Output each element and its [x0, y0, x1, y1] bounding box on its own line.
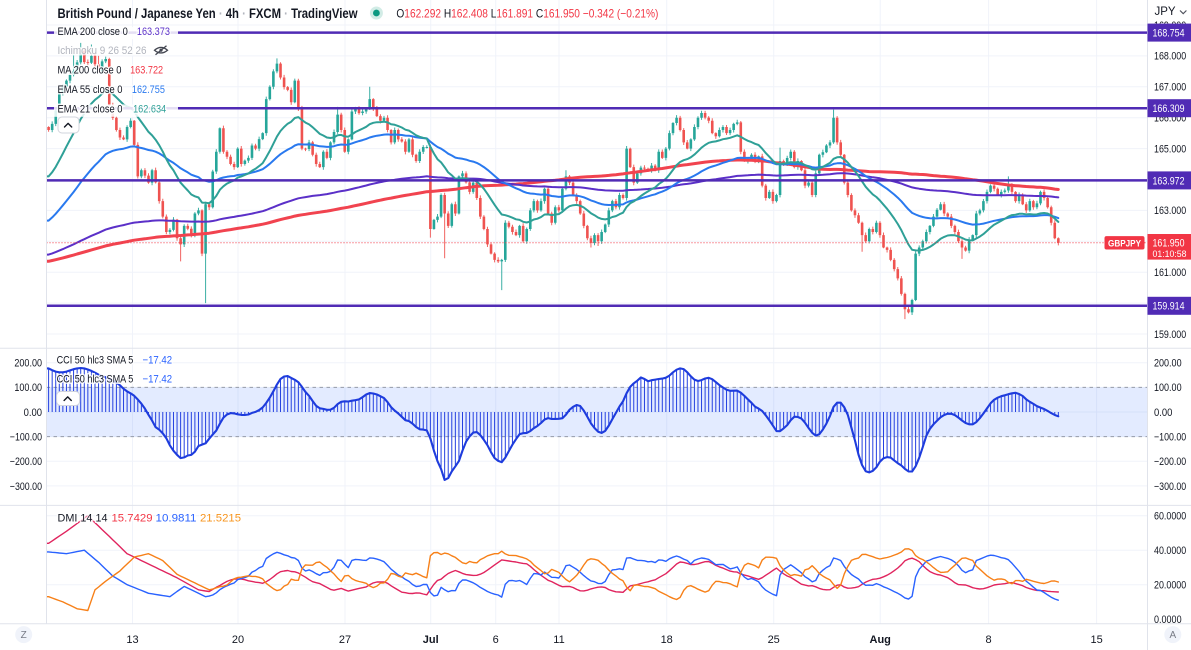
svg-text:163.972: 163.972	[1153, 175, 1185, 187]
svg-text:159.000: 159.000	[1154, 329, 1186, 341]
svg-text:161.950: 161.950	[1153, 238, 1185, 250]
svg-text:Aug: Aug	[870, 634, 891, 646]
svg-text:6: 6	[493, 634, 499, 646]
svg-text:166.309: 166.309	[1153, 103, 1185, 115]
svg-text:EMA 21 close 0: EMA 21 close 0	[58, 103, 123, 115]
svg-text:25: 25	[768, 634, 780, 646]
svg-text:8: 8	[986, 634, 992, 646]
svg-text:163.373: 163.373	[137, 26, 170, 38]
svg-text:−300.00: −300.00	[10, 481, 42, 493]
svg-text:15: 15	[1090, 634, 1102, 646]
svg-text:163.000: 163.000	[1154, 205, 1186, 217]
svg-text:0.00: 0.00	[1154, 407, 1172, 419]
svg-text:−17.42: −17.42	[143, 373, 173, 385]
svg-text:DMI 14 14: DMI 14 14	[58, 513, 108, 525]
svg-text:20.0000: 20.0000	[1154, 580, 1186, 592]
svg-text:165.000: 165.000	[1154, 143, 1186, 155]
svg-text:167.000: 167.000	[1154, 82, 1186, 94]
svg-text:27: 27	[339, 634, 351, 646]
svg-text:40.0000: 40.0000	[1154, 545, 1186, 557]
svg-text:163.722: 163.722	[130, 65, 163, 77]
svg-text:CCI 50 hlc3 SMA 5: CCI 50 hlc3 SMA 5	[57, 354, 134, 366]
svg-text:60.0000: 60.0000	[1154, 511, 1186, 523]
svg-text:168.754: 168.754	[1153, 28, 1185, 40]
svg-text:JPY: JPY	[1155, 6, 1176, 18]
svg-text:−200.00: −200.00	[1154, 456, 1186, 468]
svg-text:11: 11	[553, 634, 564, 646]
svg-text:−300.00: −300.00	[1154, 481, 1186, 493]
svg-text:0.00: 0.00	[24, 407, 42, 419]
svg-text:EMA 200 close 0: EMA 200 close 0	[58, 26, 128, 38]
svg-text:161.000: 161.000	[1154, 267, 1186, 279]
svg-text:0.0000: 0.0000	[1154, 614, 1182, 626]
svg-text:A: A	[1169, 630, 1176, 641]
svg-text:01:10:58: 01:10:58	[1153, 249, 1187, 260]
svg-text:200.00: 200.00	[1154, 358, 1182, 370]
svg-text:21.5215: 21.5215	[200, 513, 241, 525]
svg-text:200.00: 200.00	[14, 358, 42, 370]
svg-text:18: 18	[661, 634, 673, 646]
svg-text:162.755: 162.755	[132, 84, 165, 96]
svg-text:159.914: 159.914	[1153, 301, 1185, 313]
svg-text:EMA 55 close 0: EMA 55 close 0	[58, 84, 123, 96]
svg-text:−100.00: −100.00	[1154, 431, 1186, 443]
svg-text:Jul: Jul	[423, 634, 439, 646]
svg-text:100.00: 100.00	[1154, 382, 1182, 394]
svg-text:O162.292 H162.408 L161.891 C16: O162.292 H162.408 L161.891 C161.950 −0.3…	[396, 7, 658, 21]
svg-text:−200.00: −200.00	[10, 456, 42, 468]
svg-text:MA 200 close 0: MA 200 close 0	[58, 65, 122, 77]
svg-text:CCI 50 hlc3 SMA 5: CCI 50 hlc3 SMA 5	[57, 373, 134, 385]
svg-text:Z: Z	[21, 630, 27, 641]
svg-text:British Pound / Japanese Yen ·: British Pound / Japanese Yen · 4h · FXCM…	[58, 6, 358, 21]
svg-text:13: 13	[126, 634, 138, 646]
svg-text:−17.42: −17.42	[143, 354, 173, 366]
svg-text:162.634: 162.634	[133, 103, 166, 115]
svg-text:10.9811: 10.9811	[156, 513, 197, 525]
svg-text:Ichimoku 9 26 52 26: Ichimoku 9 26 52 26	[58, 45, 147, 57]
svg-text:20: 20	[232, 634, 244, 646]
svg-text:GBPJPY: GBPJPY	[1108, 238, 1142, 249]
svg-text:15.7429: 15.7429	[112, 513, 153, 525]
svg-text:−100.00: −100.00	[10, 431, 42, 443]
svg-text:168.000: 168.000	[1154, 51, 1186, 63]
svg-text:100.00: 100.00	[14, 382, 42, 394]
